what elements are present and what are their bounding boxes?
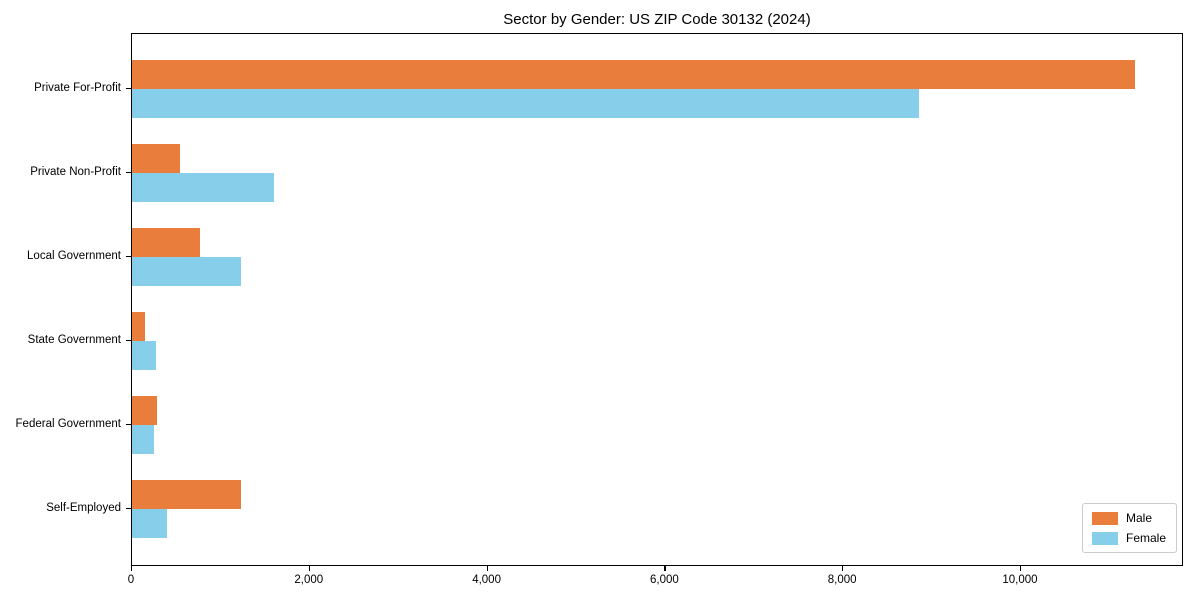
y-tick-label: State Government <box>27 334 121 346</box>
bar-male-self-employed <box>132 480 242 509</box>
x-tick-label: 10,000 <box>1002 574 1038 586</box>
x-tick-mark <box>131 566 133 571</box>
legend: Male Female <box>1081 503 1177 553</box>
legend-label: Male <box>1125 511 1152 525</box>
bar-male-local-government <box>132 228 200 257</box>
chart-title: Sector by Gender: US ZIP Code 30132 (202… <box>503 11 811 28</box>
x-tick-mark <box>664 566 666 571</box>
x-tick-label: 2,000 <box>294 574 324 586</box>
bar-female-private-for-profit <box>132 89 919 118</box>
legend-swatch-male <box>1091 511 1118 525</box>
y-tick-mark <box>126 256 131 258</box>
x-tick-label: 0 <box>127 574 135 586</box>
y-tick-label: Federal Government <box>15 418 121 430</box>
x-tick-label: 6,000 <box>649 574 679 586</box>
bar-female-state-government <box>132 341 156 370</box>
y-tick-label: Private Non-Profit <box>30 166 121 178</box>
bar-male-federal-government <box>132 396 157 425</box>
bar-female-private-non-profit <box>132 173 275 202</box>
x-tick-mark <box>486 566 488 571</box>
bar-female-federal-government <box>132 425 155 454</box>
x-tick-mark <box>308 566 311 571</box>
bar-male-state-government <box>132 312 146 341</box>
y-tick-label: Local Government <box>27 250 121 262</box>
plot-area: Male Female <box>131 33 1183 566</box>
y-tick-mark <box>126 172 131 174</box>
x-tick-label: 4,000 <box>472 574 501 586</box>
y-tick-label: Self-Employed <box>46 502 121 514</box>
y-tick-mark <box>126 424 131 426</box>
legend-label: Female <box>1125 531 1166 545</box>
x-tick-mark <box>842 566 844 571</box>
bar-male-private-for-profit <box>132 60 1135 89</box>
bar-female-local-government <box>132 257 241 286</box>
bar-female-self-employed <box>132 509 167 538</box>
x-tick-label: 8,000 <box>827 574 857 586</box>
legend-item-male: Male <box>1091 511 1166 525</box>
legend-swatch-female <box>1091 531 1118 545</box>
bar-male-private-non-profit <box>132 144 180 173</box>
y-tick-label: Private For-Profit <box>34 82 121 94</box>
legend-item-female: Female <box>1091 531 1166 545</box>
y-tick-mark <box>126 508 131 510</box>
y-tick-mark <box>126 340 131 342</box>
x-tick-mark <box>1019 566 1022 571</box>
y-tick-mark <box>126 88 131 90</box>
